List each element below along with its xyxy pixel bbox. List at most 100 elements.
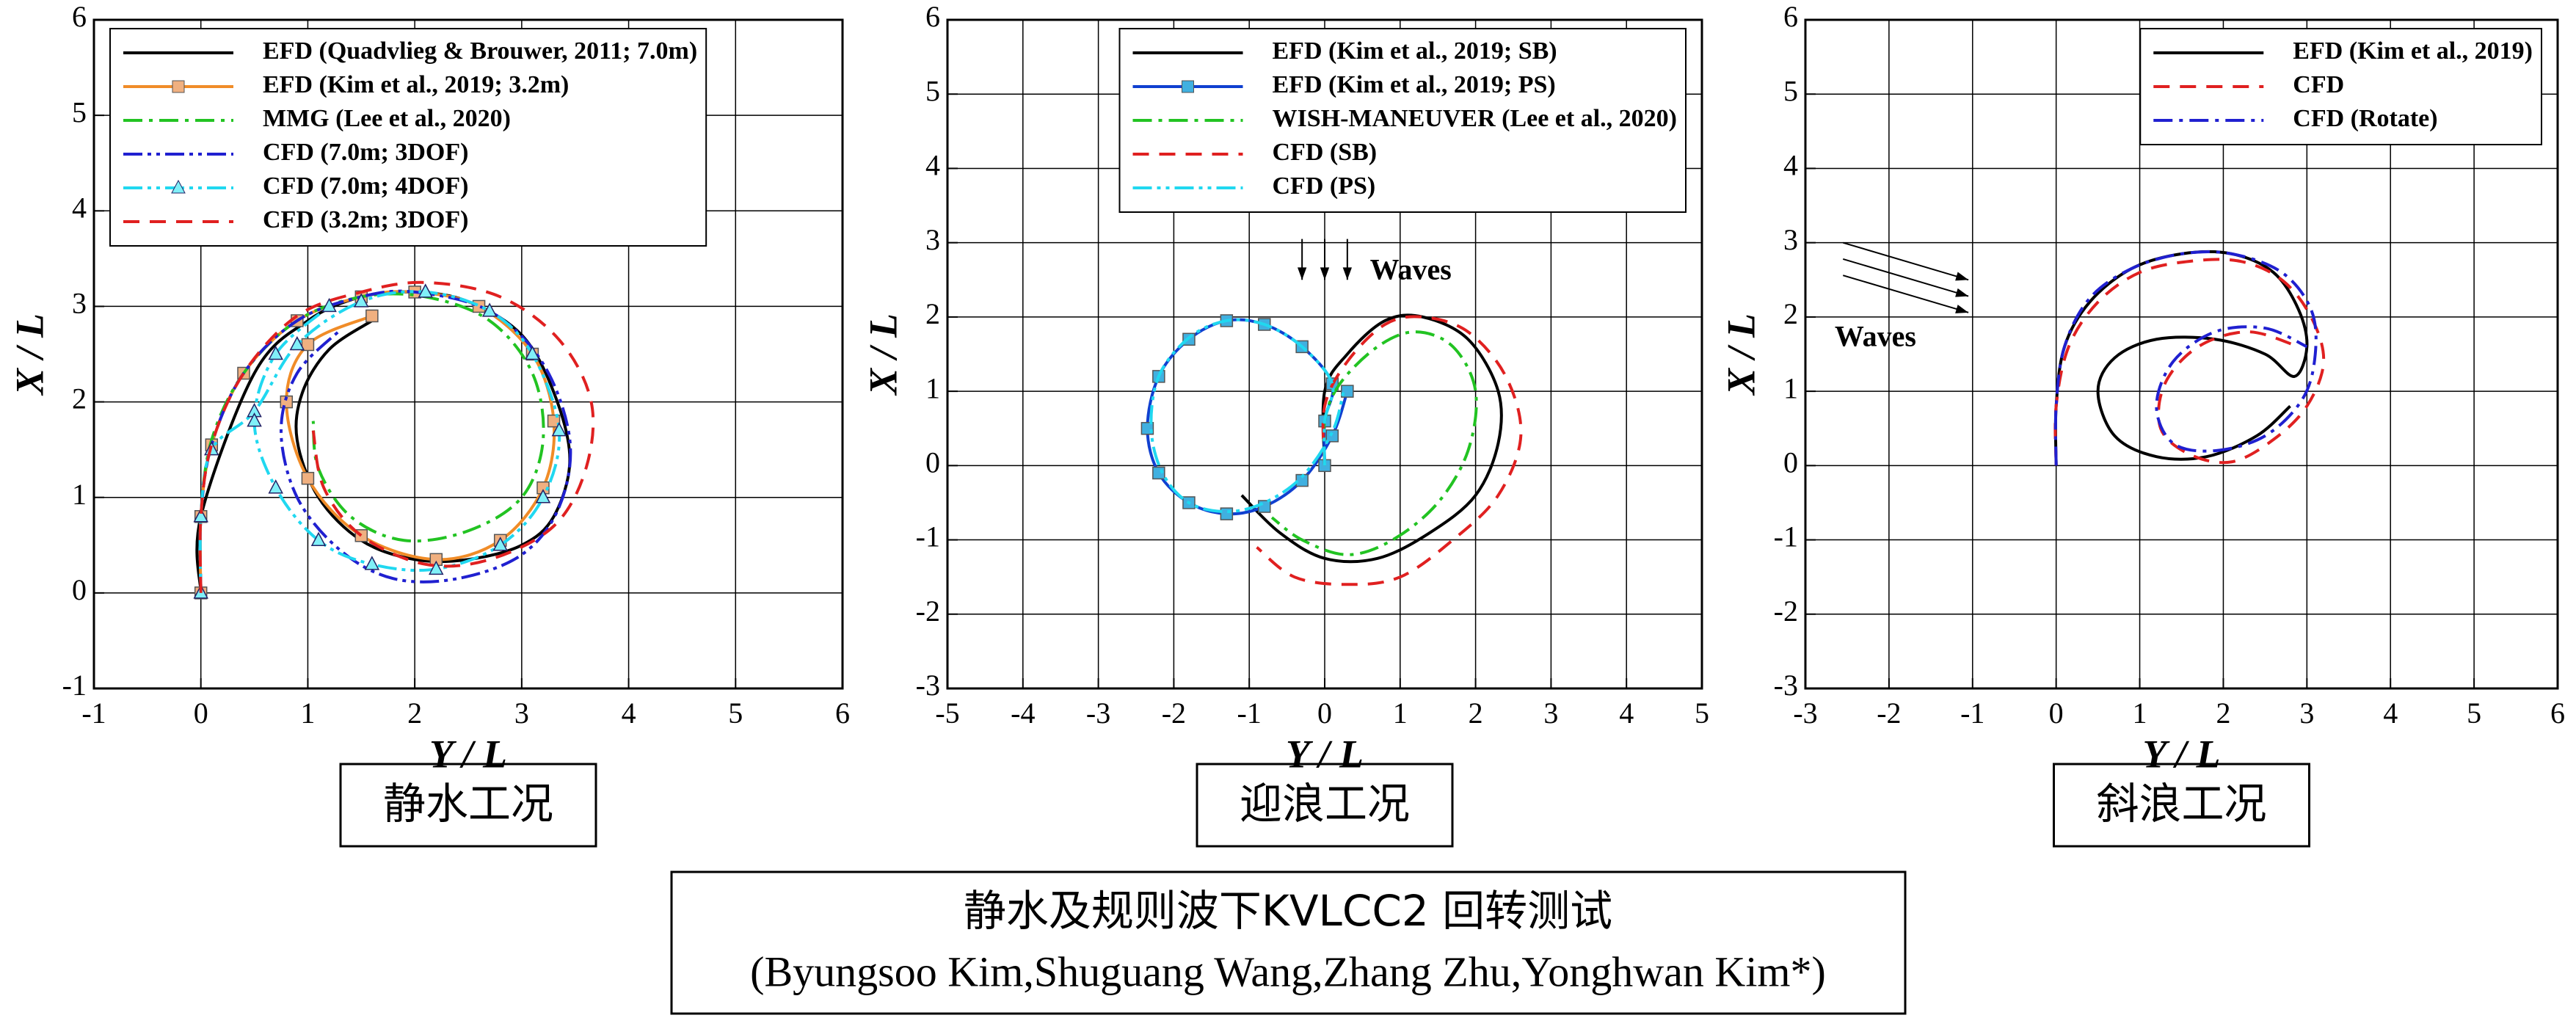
x-axis-label: Y / L	[2143, 732, 2221, 776]
x-tick-label: 2	[407, 697, 422, 730]
y-tick-label: -1	[916, 520, 940, 553]
marker	[481, 302, 498, 317]
series-line	[1256, 315, 1523, 586]
y-tick-label: 3	[72, 287, 87, 320]
legend: EFD (Kim et al., 2019; SB) EFD (Kim et al…	[1118, 28, 1687, 213]
y-tick-label: 5	[925, 74, 940, 107]
x-tick-label: -3	[1086, 697, 1110, 730]
marker	[310, 531, 327, 547]
x-tick-label: 1	[1393, 697, 1408, 730]
marker	[321, 297, 337, 313]
y-tick-label: 4	[925, 149, 940, 182]
marker	[1341, 385, 1354, 398]
legend-marker	[172, 80, 185, 93]
legend-label: WISH-MANEUVER (Lee et al., 2020)	[1273, 105, 1678, 132]
y-tick-label: -2	[916, 595, 940, 628]
wave-arrow	[1842, 258, 1969, 297]
x-tick-label: 0	[194, 697, 208, 730]
x-tick-label: -1	[81, 697, 106, 730]
waves-annotation: Waves	[1297, 239, 1452, 286]
marker	[418, 283, 433, 298]
plot-frame	[1804, 18, 2559, 690]
x-tick-label: 2	[1469, 697, 1483, 730]
chart: -1 0 1 2 3 4 5 6 -1 0 1 2 3 4 5 6 Y / L X / L EFD (Quadvli…	[7, 0, 850, 848]
x-tick-label: 5	[728, 697, 743, 730]
caption-box	[2053, 763, 2310, 848]
y-tick-label: -1	[62, 669, 87, 702]
x-tick-label: -1	[1237, 697, 1262, 730]
legend-label: EFD (Quadvlieg & Brouwer, 2011; 7.0m)	[263, 37, 697, 65]
plot-frame	[92, 18, 844, 690]
series-line	[198, 292, 545, 593]
figure-authors: (Byungsoo Kim,Shuguang Wang,Zhang Zhu,Yo…	[750, 948, 1826, 995]
marker	[492, 537, 508, 551]
x-tick-label: 3	[514, 697, 529, 730]
x-tick-label: 4	[2383, 697, 2398, 730]
marker	[193, 508, 208, 523]
y-tick-label: 6	[72, 0, 87, 33]
marker	[547, 414, 561, 428]
y-tick-label: 2	[925, 297, 940, 330]
y-tick-label: 2	[72, 382, 87, 415]
annotation: Waves	[1835, 319, 1916, 352]
x-tick-label: 0	[2049, 697, 2064, 730]
marker	[354, 293, 369, 308]
legend-label: CFD (SB)	[1273, 139, 1378, 166]
x-tick-label: -1	[1960, 697, 1984, 730]
marker	[429, 560, 444, 575]
x-tick-label: 3	[1543, 697, 1558, 730]
wave-arrow-head	[1955, 272, 1969, 281]
legend: EFD (Quadvlieg & Brouwer, 2011; 7.0m) EFD…	[109, 28, 707, 247]
x-tick-label: 3	[2299, 697, 2314, 730]
x-tick-label: 4	[1619, 697, 1634, 730]
marker	[525, 345, 540, 360]
y-tick-label: 1	[1783, 371, 1798, 404]
caption-box	[339, 763, 597, 848]
legend-label: CFD (3.2m; 3DOF)	[263, 206, 468, 233]
wave-arrow	[1842, 241, 1969, 281]
legend-label: CFD (Rotate)	[2293, 105, 2437, 132]
y-tick-label: -2	[1774, 595, 1798, 628]
y-tick-label: 0	[72, 573, 87, 606]
y-tick-label: -1	[1774, 520, 1798, 553]
wave-arrow-head	[1320, 267, 1330, 280]
legend-label: CFD (7.0m; 3DOF)	[263, 139, 468, 166]
y-tick-label: 4	[72, 191, 87, 224]
legend-label: EFD (Kim et al., 2019)	[2293, 37, 2533, 65]
y-tick-label: 5	[72, 95, 87, 128]
wave-arrow	[1842, 274, 1969, 313]
marker	[1325, 429, 1339, 443]
legend-label: EFD (Kim et al., 2019; PS)	[1273, 71, 1556, 98]
x-axis-label: Y / L	[1286, 732, 1364, 776]
x-tick-label: 2	[2216, 697, 2230, 730]
wave-arrow-head	[1342, 267, 1353, 280]
marker	[301, 471, 315, 485]
series-line	[1270, 330, 1478, 556]
figure-title: 静水及规则波下KVLCC2 回转测试	[964, 886, 1612, 936]
series-line	[2053, 250, 2318, 466]
legend-label: EFD (Kim et al., 2019; SB)	[1273, 37, 1557, 65]
figure-title-box	[670, 870, 1907, 1015]
y-tick-label: 5	[1783, 74, 1798, 107]
marker	[365, 309, 379, 323]
series-line	[2053, 258, 2326, 466]
marker	[364, 556, 380, 570]
caption: 静水工况	[383, 779, 553, 829]
y-tick-label: 3	[1783, 223, 1798, 256]
legend: EFD (Kim et al., 2019) CFD CFD (Rotate)	[2139, 28, 2542, 145]
marker	[535, 489, 551, 503]
legend-label: CFD (7.0m; 4DOF)	[263, 172, 468, 200]
legend-label: EFD (Kim et al., 2019; 3.2m)	[263, 71, 569, 98]
marker	[247, 412, 262, 427]
plot-frame	[946, 18, 1703, 690]
legend-box	[109, 28, 707, 247]
x-tick-label: -3	[1793, 697, 1817, 730]
wave-arrow-head	[1955, 288, 1969, 297]
marker	[268, 479, 283, 494]
waves-annotation: Waves	[1835, 241, 1969, 352]
series-line	[1146, 318, 1349, 516]
marker	[268, 345, 283, 360]
y-axis-label: X / L	[1719, 313, 1763, 396]
legend-marker	[171, 179, 186, 194]
